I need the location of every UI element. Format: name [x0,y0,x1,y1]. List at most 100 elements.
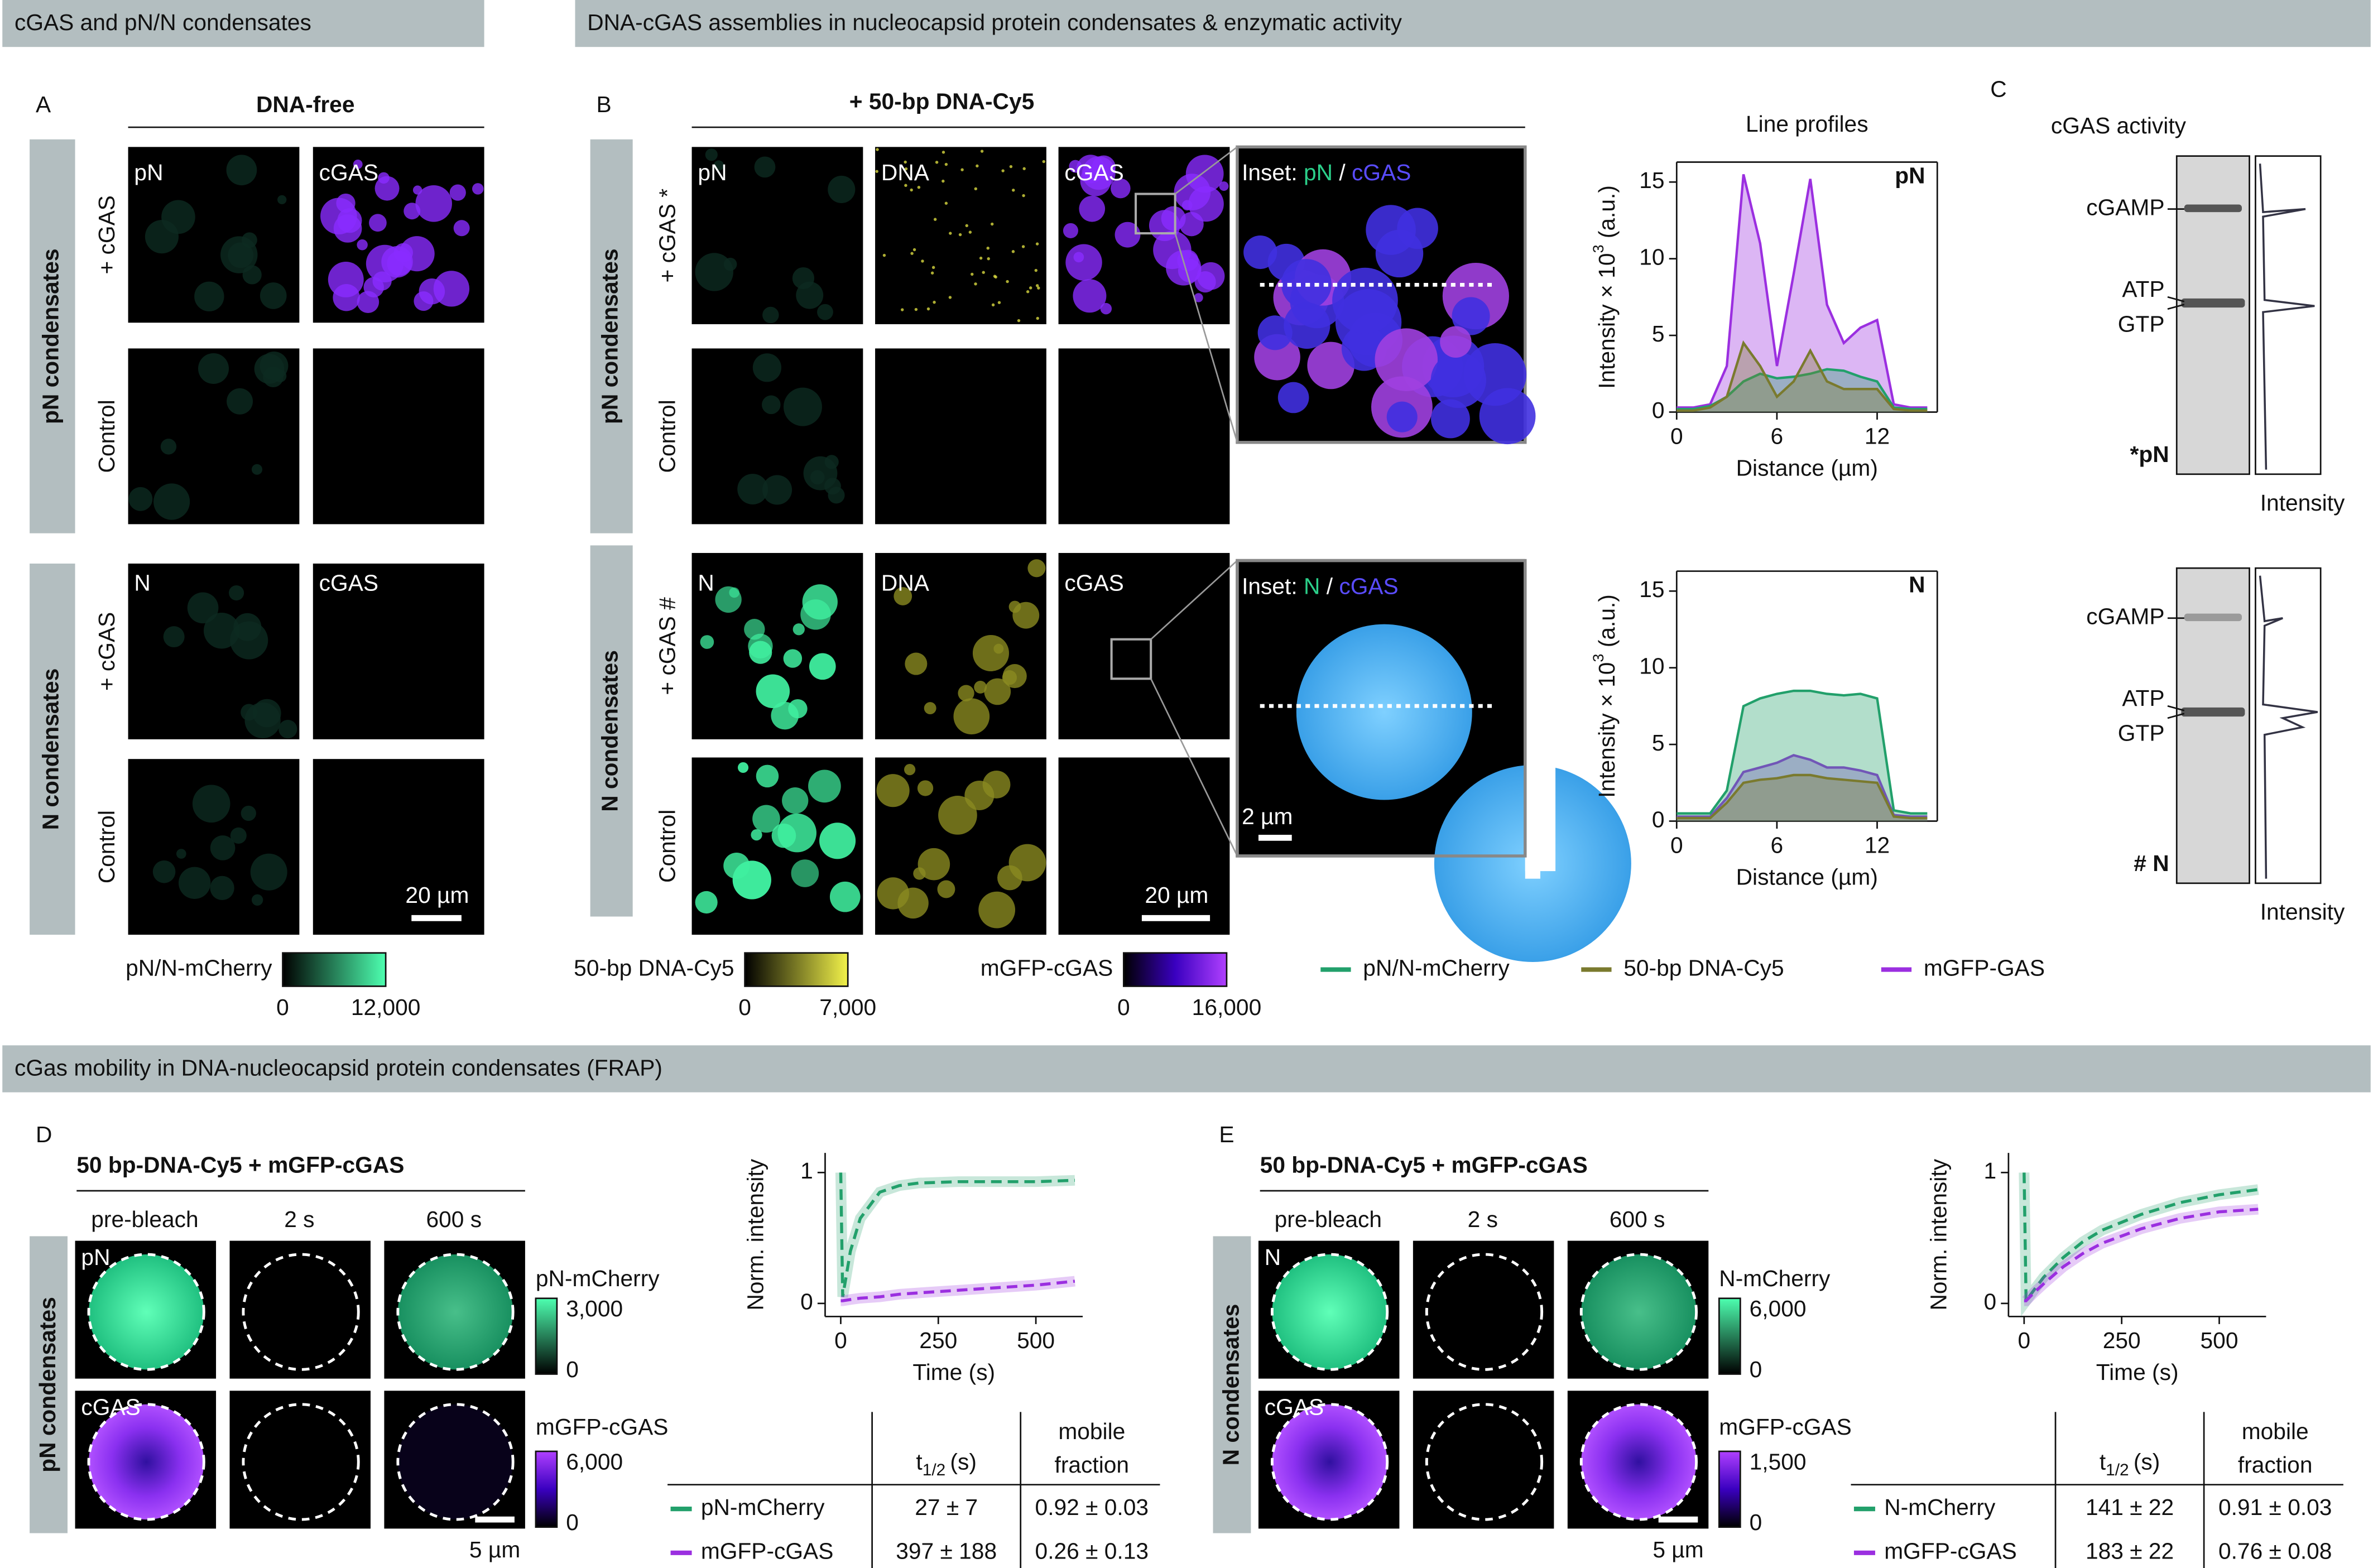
inset-label-part: Inset: [1242,573,1304,599]
table-cell: N-mCherry [1884,1494,1996,1520]
condensate [89,1404,204,1520]
droplet [828,487,845,504]
droplet [1115,222,1141,248]
droplet [1397,208,1438,249]
droplet [1194,271,1216,293]
profile-label: Intensity [2260,490,2345,516]
profile-label: Intensity [2260,899,2345,925]
droplet [1036,316,1039,320]
micrograph [128,147,300,323]
colorbar-tick: 0 [738,994,751,1020]
micrograph [1058,552,1230,739]
droplet [1029,286,1032,290]
droplet [986,246,989,250]
droplet [152,860,176,883]
droplet [1479,388,1536,445]
droplet [924,702,936,715]
chart-label: pN [1895,162,1925,188]
droplet [210,835,236,860]
x-tick-label: 0 [834,1327,847,1353]
colorbar-name: 50-bp DNA-Cy5 [574,955,734,980]
colorbar [535,1297,558,1375]
droplet [357,239,368,251]
droplet [414,291,434,311]
droplet [993,275,997,278]
colorbar-tick: 0 [276,994,289,1020]
droplet [1017,319,1021,323]
micrograph [1058,147,1230,325]
droplet [1296,624,1472,800]
droplet [1042,160,1046,163]
droplet [792,623,805,636]
droplet [944,201,948,205]
colorbar [744,952,849,987]
droplet [930,271,934,275]
x-tick-label: 6 [1771,832,1784,858]
droplet [1440,326,1472,358]
droplet [979,256,983,260]
y-axis-label: Norm. intensity [742,1158,768,1310]
colorbar-name: pN-mCherry [536,1266,660,1291]
table-header: fraction [2238,1452,2313,1478]
droplet [737,474,768,505]
colorbar [535,1450,558,1528]
droplet [227,388,253,415]
y-axis-label-part: Norm. intensity [1925,1158,1951,1310]
inset-box [1135,193,1176,235]
droplet [1386,401,1418,432]
droplet [333,214,362,243]
channel-label: cGAS [1265,1394,1324,1420]
y-axis-label-sup: 3 [1589,244,1607,253]
droplet [876,148,879,151]
droplet [378,172,390,184]
colorbar-tick: 0 [1750,1357,1762,1382]
bleach-roi [242,1403,360,1521]
droplet [1100,302,1112,315]
y-axis-label-part: Norm. intensity [742,1158,768,1310]
bleach-roi [1425,1253,1544,1371]
droplet [777,813,816,853]
table-cell: mGFP-cGAS [1884,1538,2017,1564]
droplet [372,271,392,291]
panel-title: cGAS activity [2051,113,2187,138]
group-label: pN condensates [597,248,622,424]
inset-box [1110,638,1152,680]
condensate [397,1404,513,1520]
colorbar-tick: 6,000 [566,1449,623,1474]
droplet [991,222,994,226]
droplet [949,232,952,235]
droplet [926,307,930,311]
image-bg [1058,757,1230,935]
droplet [253,699,281,728]
droplet [897,887,929,919]
timepoint-label: 2 s [284,1206,314,1232]
droplet [1026,290,1030,294]
droplet [1065,244,1102,281]
droplet [912,248,916,252]
droplet [980,150,984,153]
group-bar [590,139,633,533]
row-label: + cGAS [94,195,119,274]
y-tick-label: 0 [1652,806,1665,832]
colorbar-tick: 0 [566,1509,579,1535]
droplet [160,439,177,455]
droplet [1076,155,1105,184]
inset-connector [1150,678,1238,857]
droplet [1188,186,1224,222]
droplet [412,185,422,195]
table-header: t1/2 (s) [916,1449,976,1479]
x-tick-label: 500 [1017,1327,1055,1353]
micrograph [128,759,300,935]
gel-band [2184,204,2242,213]
droplet [1012,602,1040,629]
gel-lane [2175,155,2250,475]
droplet [194,281,224,311]
droplet [762,306,779,324]
x-tick-label: 12 [1865,832,1890,858]
colorbar [1718,1297,1741,1375]
gel-band [2184,613,2242,622]
droplet [1035,284,1039,287]
x-tick-label: 12 [1865,423,1890,449]
colorbar-tick: 16,000 [1192,994,1262,1020]
colorbar-tick: 0 [1750,1509,1762,1535]
